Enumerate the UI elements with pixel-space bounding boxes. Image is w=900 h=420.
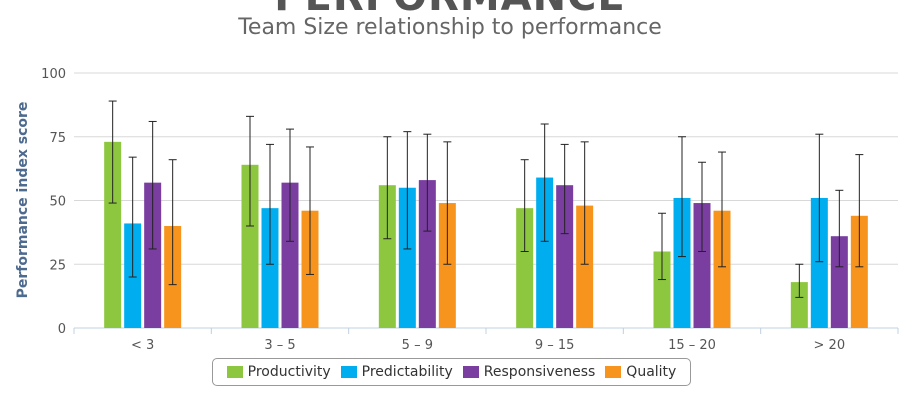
legend-item-quality[interactable]: Quality bbox=[605, 364, 676, 380]
bar-predictability[interactable] bbox=[261, 208, 279, 328]
chart-subtitle: Team Size relationship to performance bbox=[238, 15, 662, 40]
legend-item-predictability[interactable]: Predictability bbox=[340, 364, 453, 380]
legend-swatch bbox=[605, 366, 622, 378]
legend-item-productivity[interactable]: Productivity bbox=[226, 364, 331, 380]
error-bars bbox=[108, 100, 864, 298]
y-tick-label: 50 bbox=[49, 195, 66, 210]
x-tick-label: > 20 bbox=[814, 338, 846, 353]
gridlines bbox=[74, 72, 898, 329]
bar-productivity[interactable] bbox=[378, 185, 396, 328]
x-tick-label: 15 – 20 bbox=[668, 338, 716, 353]
bar-responsiveness[interactable] bbox=[693, 203, 711, 328]
y-tick-label: 0 bbox=[58, 322, 66, 337]
legend-swatch bbox=[340, 366, 357, 378]
bar-quality[interactable] bbox=[438, 203, 456, 328]
bar-quality[interactable] bbox=[850, 215, 868, 328]
legend-label: Quality bbox=[626, 364, 677, 380]
legend-item-responsiveness[interactable]: Responsiveness bbox=[462, 364, 596, 380]
bar-responsiveness[interactable] bbox=[418, 180, 436, 328]
bar-predictability[interactable] bbox=[810, 197, 828, 328]
y-tick-label: 25 bbox=[49, 258, 66, 273]
x-tick-label: < 3 bbox=[131, 338, 154, 353]
y-tick-label: 75 bbox=[49, 131, 66, 146]
bar-productivity[interactable] bbox=[790, 282, 808, 328]
bar-responsiveness[interactable] bbox=[281, 182, 299, 328]
y-tick-label: 100 bbox=[41, 67, 66, 82]
legend-swatch bbox=[226, 366, 243, 378]
legend-label: Responsiveness bbox=[483, 364, 596, 380]
bar-productivity[interactable] bbox=[516, 208, 534, 328]
bar-predictability[interactable] bbox=[673, 197, 691, 328]
legend-label: Predictability bbox=[361, 364, 453, 380]
axes: 0 25 50 75 100 < 3 3 – 5 5 – 9 9 – 15 15 – 20 > 20 bbox=[41, 67, 899, 353]
chart-title: PERFORMANCE bbox=[0, 0, 900, 20]
bar-quality[interactable] bbox=[576, 205, 594, 328]
legend-swatch bbox=[462, 366, 479, 378]
bar-responsiveness[interactable] bbox=[144, 182, 162, 328]
legend-label: Productivity bbox=[247, 364, 331, 380]
bar-productivity[interactable] bbox=[653, 251, 671, 329]
bar-predictability[interactable] bbox=[398, 187, 416, 328]
bar-quality[interactable] bbox=[713, 210, 731, 328]
bar-predictability[interactable] bbox=[536, 177, 554, 328]
bars bbox=[104, 141, 868, 329]
x-tick-label: 5 – 9 bbox=[402, 338, 433, 353]
legend: Productivity Predictability Responsiveness… bbox=[212, 358, 691, 386]
bar-productivity[interactable] bbox=[241, 164, 259, 328]
bar-responsiveness[interactable] bbox=[556, 185, 574, 328]
x-tick-label: 3 – 5 bbox=[264, 338, 295, 353]
bar-responsiveness[interactable] bbox=[830, 236, 848, 328]
bar-productivity[interactable] bbox=[104, 141, 122, 328]
x-tick-label: 9 – 15 bbox=[535, 338, 575, 353]
y-axis-title: Performance index score bbox=[15, 102, 31, 299]
